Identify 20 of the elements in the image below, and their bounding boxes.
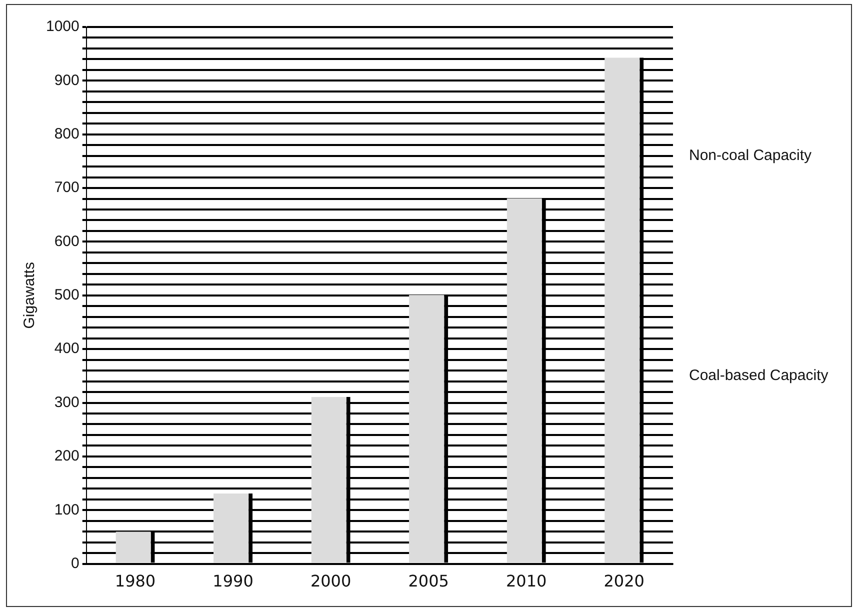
y-tick-label: 900 xyxy=(54,72,80,89)
y-tick-label: 0 xyxy=(71,554,80,572)
x-tick-label: 2020 xyxy=(604,572,644,591)
y-tick-label: 400 xyxy=(54,340,80,358)
x-tick-label: 2005 xyxy=(408,572,449,591)
y-tick-label: 1000 xyxy=(46,18,80,36)
y-tick-label: 200 xyxy=(54,448,80,465)
y-tick-label: 500 xyxy=(54,286,80,304)
y-axis-title: Gigawatts xyxy=(21,262,38,329)
y-tick-label: 800 xyxy=(54,126,80,142)
y-tick-label: 100 xyxy=(54,501,80,518)
y-tick-label: 300 xyxy=(54,394,80,411)
text: Coal-based Capacity xyxy=(689,366,830,386)
x-tick-label: 1980 xyxy=(114,572,156,591)
text: Non-coal Capacity xyxy=(689,146,813,166)
x-tick-label: 1990 xyxy=(212,572,254,591)
y-tick-label: 600 xyxy=(54,232,80,250)
x-tick-label: 2000 xyxy=(310,572,352,591)
y-tick-label: 700 xyxy=(54,179,80,196)
x-tick-label: 2010 xyxy=(506,572,547,591)
